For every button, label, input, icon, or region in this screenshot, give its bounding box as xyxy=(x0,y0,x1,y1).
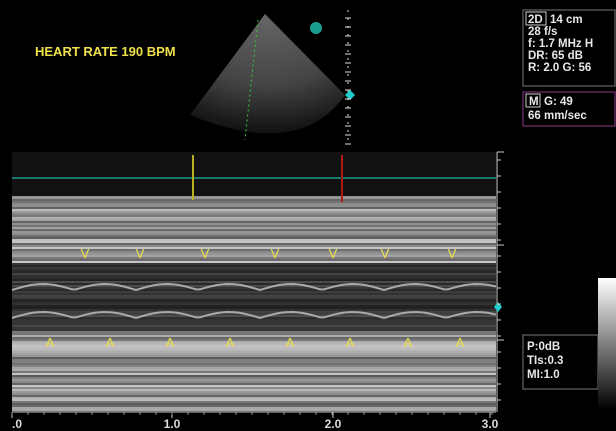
v-marker: V xyxy=(136,246,145,261)
param-2d: f: 1.7 MHz H xyxy=(528,38,593,50)
page: HEART RATE 190 BPM 2D M 14 cm28 f/sf: 1.… xyxy=(0,0,616,431)
param-m: G: 49 xyxy=(544,96,573,108)
a-marker: A xyxy=(404,335,413,350)
mode-2d: 2D xyxy=(528,14,543,26)
a-marker: A xyxy=(106,335,115,350)
param-2d: DR: 65 dB xyxy=(528,50,583,62)
v-marker: V xyxy=(448,246,457,261)
param-m: 66 mm/sec xyxy=(528,110,587,122)
top-band xyxy=(12,152,496,196)
param-output: TIs:0.3 xyxy=(527,355,563,367)
time-label: 1.0 xyxy=(164,417,181,431)
a-marker: A xyxy=(166,335,175,350)
v-marker: V xyxy=(81,246,90,261)
param-output: MI:1.0 xyxy=(527,369,560,381)
param-2d: R: 2.0 G: 56 xyxy=(528,62,591,74)
time-label: 2.0 xyxy=(325,417,342,431)
m-mode-texture xyxy=(12,152,496,410)
a-marker: A xyxy=(286,335,295,350)
param-2d: 28 f/s xyxy=(528,26,557,38)
v-marker: V xyxy=(201,246,210,261)
time-label: .0 xyxy=(12,417,22,431)
ultrasound-screen: HEART RATE 190 BPM 2D M 14 cm28 f/sf: 1.… xyxy=(0,0,616,431)
v-marker: V xyxy=(271,246,280,261)
mode-m: M xyxy=(529,96,539,108)
grayscale-bar xyxy=(598,278,616,410)
param-2d: 14 cm xyxy=(550,14,583,26)
heart-rate: HEART RATE 190 BPM xyxy=(35,44,176,59)
a-marker: A xyxy=(346,335,355,350)
a-marker: A xyxy=(456,335,465,350)
a-marker: A xyxy=(226,335,235,350)
v-marker: V xyxy=(381,246,390,261)
orientation-dot xyxy=(310,22,322,34)
a-marker: A xyxy=(46,335,55,350)
time-label: 3.0 xyxy=(482,417,499,431)
param-output: P:0dB xyxy=(527,341,560,353)
v-marker: V xyxy=(329,246,338,261)
